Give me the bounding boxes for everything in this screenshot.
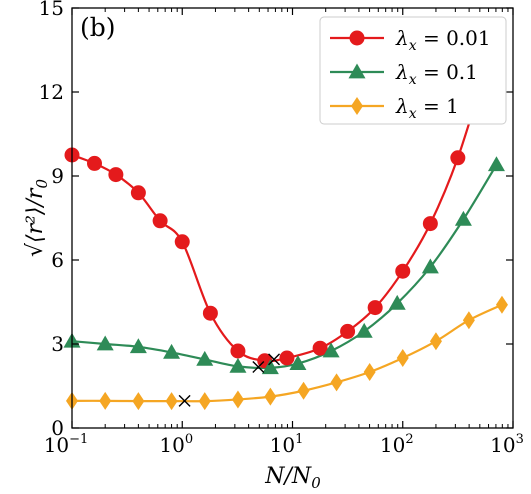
legend-box <box>319 16 507 125</box>
plot-frame <box>71 7 514 429</box>
data-point-circle <box>152 213 168 229</box>
legend-marker-triangle <box>348 63 366 79</box>
legend-marker-circle <box>349 30 365 46</box>
panel-label: (b) <box>80 13 116 42</box>
data-point-diamond <box>396 349 409 367</box>
data-point-diamond <box>132 392 145 411</box>
y-tick-label: 15 <box>39 0 64 20</box>
data-point-triangle <box>289 355 307 370</box>
data-point-triangle <box>421 258 439 274</box>
legend-marker-diamond <box>351 97 363 115</box>
data-point-triangle <box>196 350 214 366</box>
cross-markers <box>178 353 281 407</box>
data-point-circle <box>202 305 218 321</box>
data-point-triangle <box>229 357 247 373</box>
data-point-circle <box>108 167 124 183</box>
data-point-triangle <box>96 335 114 351</box>
data-point-circle <box>130 185 146 201</box>
data-point-triangle <box>388 294 406 310</box>
data-point-circle <box>230 343 246 359</box>
x-tick-label: 103 <box>490 432 524 457</box>
y-tick-label: 3 <box>51 332 64 356</box>
data-point-diamond <box>495 295 508 314</box>
x-tick-label: 100 <box>159 432 193 457</box>
x-axis-label: N/N0 <box>264 464 321 492</box>
data-point-diamond <box>330 373 343 392</box>
data-point-triangle <box>454 210 472 226</box>
x-tick-label: 101 <box>270 432 304 457</box>
data-point-diamond <box>363 363 376 381</box>
data-point-diamond <box>429 332 442 351</box>
data-point-triangle <box>355 322 373 338</box>
data-point-triangle <box>129 338 147 354</box>
cross-marker-line <box>252 360 265 373</box>
data-point-diamond <box>165 392 178 411</box>
data-point-circle <box>87 155 103 171</box>
x-tick-label: 10−1 <box>44 432 89 457</box>
y-tick-label: 0 <box>51 416 64 440</box>
data-point-circle <box>174 234 190 250</box>
data-point-triangle <box>322 342 340 358</box>
cross-marker-line <box>178 394 191 407</box>
data-point-triangle <box>487 156 505 172</box>
y-tick-label: 12 <box>39 80 64 104</box>
legend-label: λx = 1 <box>395 94 459 122</box>
data-point-triangle <box>261 359 279 375</box>
data-point-diamond <box>231 390 244 409</box>
data-point-circle <box>367 300 383 316</box>
legend-label: λx = 0.1 <box>395 60 478 88</box>
data-point-circle <box>450 150 466 166</box>
data-point-diamond <box>264 387 277 406</box>
data-point-triangle <box>163 343 181 359</box>
data-point-circle <box>279 350 295 366</box>
data-point-diamond <box>99 391 112 410</box>
y-tick-label: 9 <box>51 164 64 188</box>
data-point-circle <box>312 340 328 356</box>
y-axis-label: √⟨r²⟩/r0 <box>23 179 51 257</box>
y-tick-label: 6 <box>51 248 64 272</box>
x-tick-label: 102 <box>380 432 414 457</box>
data-point-diamond <box>198 392 211 411</box>
data-point-diamond <box>462 311 475 330</box>
data-point-circle <box>395 263 411 279</box>
series-markers <box>63 62 508 411</box>
data-point-circle <box>422 216 438 232</box>
cross-marker-line <box>268 353 281 366</box>
data-point-diamond <box>297 381 310 400</box>
data-point-circle <box>340 323 356 339</box>
